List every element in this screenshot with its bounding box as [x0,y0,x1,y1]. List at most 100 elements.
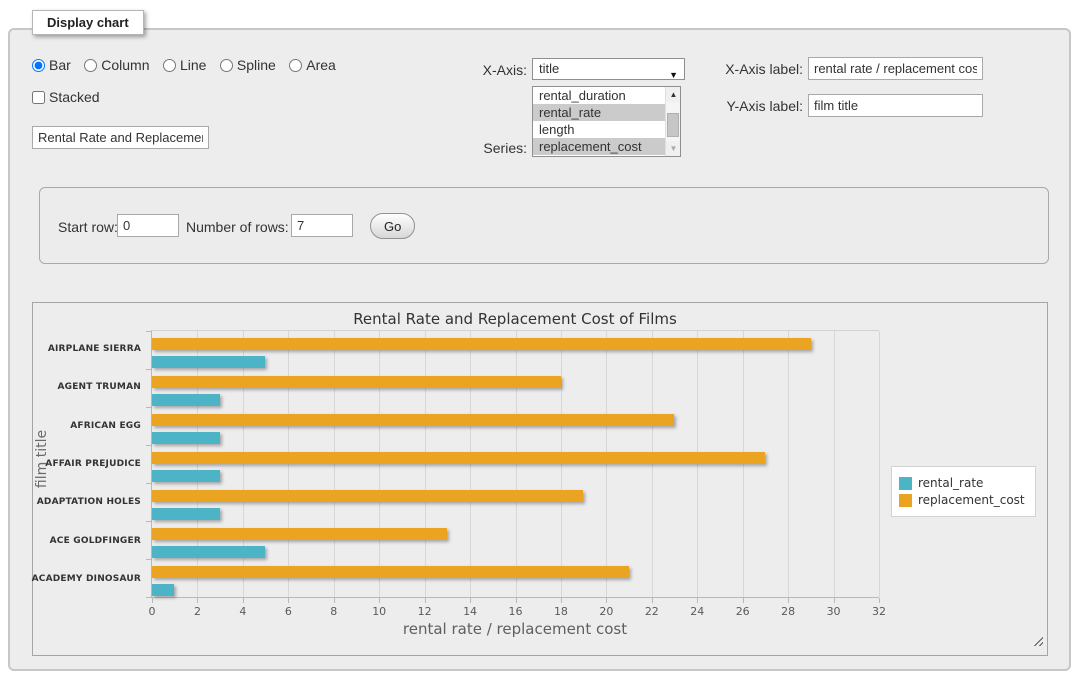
category-label: AGENT TRUMAN [57,382,141,393]
x-axis-title: rental rate / replacement cost [402,620,628,638]
y-tick [146,521,151,522]
x-tick [879,598,880,603]
series-scrollbar[interactable]: ▲ ▼ [665,87,680,156]
x-tick [606,598,608,603]
grid-line [606,331,608,597]
series-option[interactable]: rental_duration [539,88,626,103]
spline-radio[interactable] [219,59,233,72]
x-tick-label: 10 [372,605,387,618]
start-row-input[interactable] [117,214,179,237]
category-label: ACE GOLDFINGER [49,535,141,546]
resize-handle-icon[interactable] [1031,634,1043,646]
rows-panel: Start row: Number of rows: Go [39,187,1049,264]
x-axis-select[interactable]: title ▼ [532,58,685,80]
bar[interactable] [152,413,675,426]
x-axis-select-value: title [539,61,560,76]
bar[interactable] [152,546,266,558]
legend-swatch [899,476,912,490]
chart-type-radio-spline[interactable]: Spline [219,57,276,74]
line-radio-label: Line [179,57,207,73]
x-tick-label: 6 [284,605,292,618]
y-tick [146,331,151,332]
x-tick [515,598,517,603]
go-button[interactable]: Go [370,213,416,239]
chart-type-radio-column[interactable]: Column [84,57,150,74]
category-label: AFFAIR PREJUDICE [45,458,141,469]
legend-item[interactable]: replacement_cost [899,493,1025,507]
grid-line [560,331,562,597]
x-tick [333,598,335,603]
x-tick-label: 28 [781,605,796,618]
bar-radio[interactable] [32,59,45,72]
start-row-label: Start row: [58,219,118,235]
category-label: ADAPTATION HOLES [36,497,141,508]
x-axis-label-input[interactable] [808,57,983,80]
scroll-up-icon[interactable]: ▲ [666,87,680,102]
x-tick-label: 22 [644,605,659,618]
line-radio[interactable] [162,59,176,72]
series-option[interactable]: replacement_cost [533,138,665,155]
number-of-rows-input[interactable] [291,214,353,237]
stacked-checkbox[interactable] [32,91,45,104]
bar[interactable] [152,431,220,444]
bar[interactable] [152,338,811,350]
chart-title-input[interactable] [32,126,209,149]
series-option[interactable]: length [539,122,575,137]
x-tick [197,598,199,603]
y-tick [146,597,151,598]
x-tick-label: 14 [463,605,478,618]
display-chart-panel: Display chart Bar Column Line Spline Are… [8,10,1071,671]
x-tick-label: 18 [553,605,568,618]
y-tick [146,369,151,370]
y-tick [146,445,151,446]
bar[interactable] [152,507,220,520]
series-option[interactable]: rental_rate [533,104,665,121]
chart-type-radio-bar[interactable]: Bar [32,57,71,74]
grid-line [788,331,790,597]
x-tick [379,598,381,603]
grid-line [833,331,835,597]
area-radio[interactable] [289,59,303,72]
bar[interactable] [152,528,448,540]
x-tick-label: 32 [872,605,886,618]
grid-line [742,331,744,597]
chart-type-radio-line[interactable]: Line [162,57,207,74]
number-of-rows-label: Number of rows: [186,219,289,235]
series-listbox[interactable]: rental_duration rental_rate length repla… [532,86,681,157]
scrollbar-thumb[interactable] [667,113,679,137]
grid-line [515,331,517,597]
grid-line [288,331,290,597]
x-axis-label-label: X-Axis label: [725,61,803,77]
column-radio[interactable] [84,59,98,72]
y-tick [146,483,151,484]
x-tick [697,598,699,603]
x-tick-label: 16 [508,605,523,618]
stacked-checkbox-row[interactable]: Stacked [32,89,100,107]
stacked-label: Stacked [49,89,100,105]
bar[interactable] [152,356,266,368]
y-axis-label-input[interactable] [808,94,983,117]
plot-area: 0 2 4 6 8 10 12 14 16 18 20 22 24 26 28 30 32 [146,330,886,618]
panel-title: Display chart [32,10,144,35]
bar[interactable] [152,489,584,502]
chart-panel: Rental Rate and Replacement Cost of Film… [32,302,1048,656]
x-tick [560,598,562,603]
chart-type-radio-area[interactable]: Area [289,57,336,74]
scroll-down-icon[interactable]: ▼ [666,141,680,156]
legend: rental_rate replacement_cost [891,466,1036,517]
x-tick-label: 8 [330,605,338,618]
bar[interactable] [152,566,629,578]
x-tick [242,598,244,603]
x-tick-label: 20 [599,605,614,618]
bar[interactable] [152,584,175,596]
y-tick [146,559,151,560]
bar[interactable] [152,375,561,388]
category-label: AIRPLANE SIERRA [47,344,141,355]
bar[interactable] [152,393,220,406]
legend-item[interactable]: rental_rate [899,476,1025,490]
bar[interactable] [152,470,220,482]
x-tick-label: 24 [690,605,705,618]
bar[interactable] [152,452,766,464]
grid-line [697,331,699,597]
dropdown-arrow-icon: ▼ [669,70,678,80]
